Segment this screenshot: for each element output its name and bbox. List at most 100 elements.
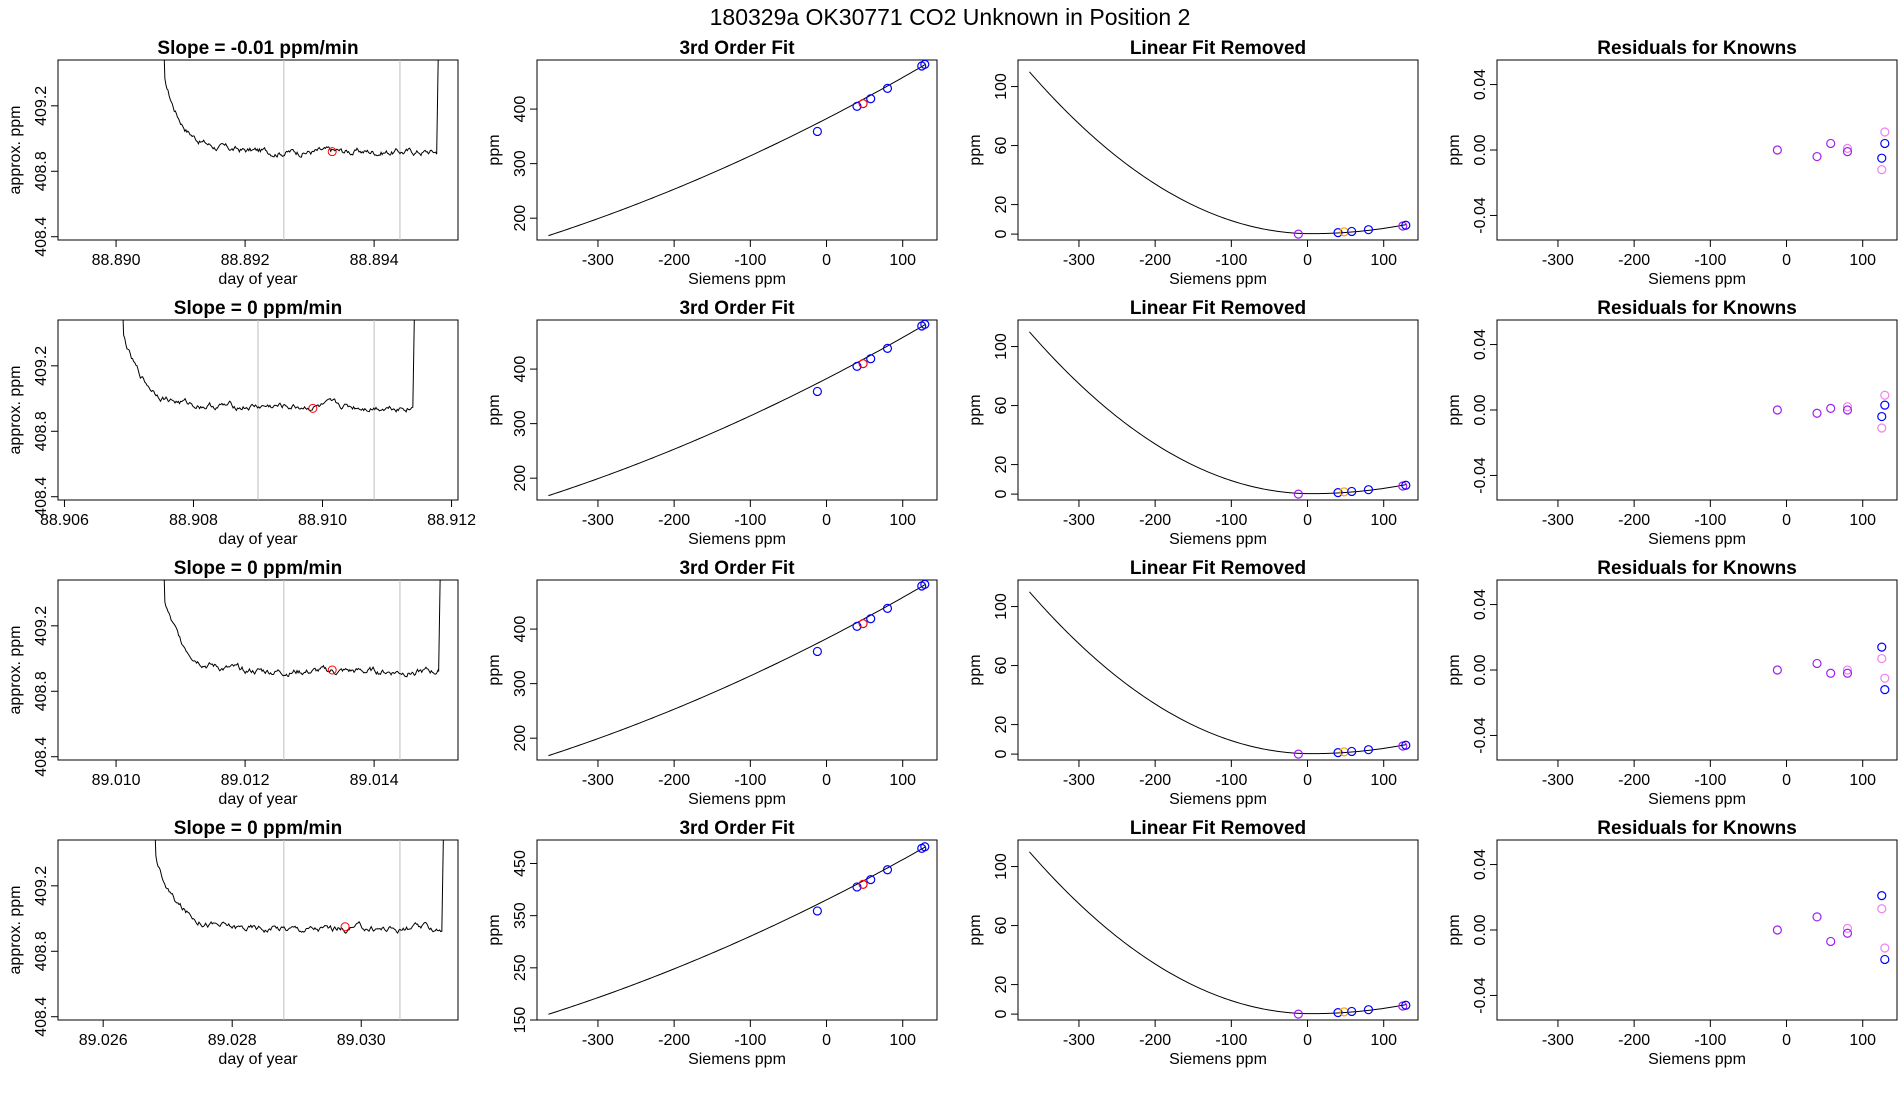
data-point (1877, 891, 1887, 901)
row1-trace-panel: Slope = -0.01 ppm/min 88.890 88.892 88.894 4… (7, 38, 459, 288)
panel-grid: Slope = -0.01 ppm/min 88.890 88.892 88.894 4… (7, 38, 1898, 1068)
x-tick-label: 100 (1849, 252, 1876, 269)
x-tick-label: -100 (734, 772, 766, 789)
row3-linear-removed-frame (1017, 579, 1419, 761)
row1-fit-ylabel: ppm (486, 134, 503, 165)
data-point (920, 59, 930, 69)
y-tick-label: 450 (512, 850, 529, 877)
data-point (852, 101, 862, 111)
x-tick-label: 0 (1303, 252, 1312, 269)
row4-residuals-xlabel: Siemens ppm (1648, 1051, 1746, 1068)
row2-fit-panel: 3rd Order Fit -300 -200 -100 0 100 200 300 400 Si… (486, 298, 938, 548)
y-tick-label: 409.2 (33, 346, 50, 386)
y-tick-label: 100 (993, 853, 1010, 880)
data-point (1812, 658, 1822, 669)
x-tick-label: -200 (1139, 1032, 1171, 1049)
x-tick-label: 0 (1303, 512, 1312, 529)
data-point (1812, 151, 1822, 162)
row3-fit-xlabel: Siemens ppm (688, 791, 786, 808)
data-point (882, 865, 893, 875)
data-point (1842, 928, 1853, 938)
y-tick-label: 300 (512, 150, 529, 177)
y-tick-label: 408.4 (33, 477, 50, 517)
data-point (1880, 390, 1890, 400)
x-tick-label: 100 (1849, 1032, 1876, 1049)
x-tick-label: -200 (1618, 1032, 1650, 1049)
x-tick-label: -300 (582, 512, 614, 529)
row1-trace-frame (57, 59, 459, 241)
data-point (1812, 408, 1822, 418)
data-point (1826, 403, 1836, 413)
row2-residuals-ylabel: ppm (1446, 394, 1463, 425)
y-tick-label: 0.04 (1472, 849, 1489, 880)
row3-fit-ylabel: ppm (486, 654, 503, 685)
data-point (852, 361, 862, 371)
x-tick-label: -200 (658, 252, 690, 269)
data-point (1880, 685, 1890, 695)
data-point (920, 842, 930, 852)
data-point (1772, 405, 1782, 415)
data-point (882, 343, 893, 353)
y-tick-label: 0.00 (1472, 914, 1489, 945)
row2-linear-removed-xlabel: Siemens ppm (1169, 531, 1267, 548)
x-tick-label: -200 (1618, 772, 1650, 789)
row2-fit-ylabel: ppm (486, 394, 503, 425)
y-tick-label: -0.04 (1472, 457, 1489, 494)
x-tick-label: 0 (822, 512, 831, 529)
x-tick-label: 100 (889, 512, 916, 529)
row4-trace-xlabel: day of year (218, 1051, 298, 1068)
row1-linear-removed-fit-line (1029, 71, 1407, 235)
y-tick-label: 100 (993, 333, 1010, 360)
data-point (866, 94, 876, 104)
row1-linear-removed-xlabel: Siemens ppm (1169, 271, 1267, 288)
row4-linear-removed-ylabel: ppm (967, 914, 984, 945)
y-tick-label: 0.04 (1472, 329, 1489, 360)
x-tick-label: 100 (1370, 1032, 1397, 1049)
row1-fit-xlabel: Siemens ppm (688, 271, 786, 288)
data-point (852, 621, 862, 631)
x-tick-label: 100 (1370, 772, 1397, 789)
data-point (1826, 668, 1836, 678)
row2-trace-panel: Slope = 0 ppm/min 88.906 88.908 88.910 88.91… (7, 298, 476, 548)
data-point (858, 99, 868, 109)
data-point (1877, 423, 1887, 433)
data-point (1842, 665, 1853, 675)
x-tick-label: 0 (1303, 1032, 1312, 1049)
data-point (1842, 668, 1853, 678)
y-tick-label: 409.2 (33, 86, 50, 126)
x-tick-label: -200 (1618, 512, 1650, 529)
x-tick-label: -300 (1542, 1032, 1574, 1049)
data-point (1401, 740, 1411, 750)
data-point (1333, 488, 1343, 498)
x-tick-label: 100 (889, 772, 916, 789)
x-tick-label: -300 (1542, 772, 1574, 789)
data-point (1293, 489, 1303, 499)
row3-trace-trace-line (163, 580, 441, 678)
y-tick-label: 0 (993, 1010, 1010, 1019)
x-tick-label: 88.908 (169, 512, 218, 529)
x-tick-label: 89.030 (337, 1032, 386, 1049)
x-tick-label: 100 (1849, 772, 1876, 789)
y-tick-label: 250 (512, 954, 529, 981)
x-tick-label: -200 (658, 512, 690, 529)
row4-fit-fit-line (548, 846, 926, 1015)
data-point (1293, 749, 1303, 759)
row1-residuals-panel: Residuals for Knowns -300 -200 -100 0 100 -0.0… (1446, 38, 1898, 288)
row3-trace-panel: Slope = 0 ppm/min 89.010 89.012 89.014 408.4… (7, 558, 459, 808)
x-tick-label: 89.014 (350, 772, 399, 789)
data-point (1363, 225, 1374, 235)
x-tick-label: 88.894 (350, 252, 399, 269)
y-tick-label: 0.00 (1472, 134, 1489, 165)
y-tick-label: 400 (512, 96, 529, 123)
sample-marker (340, 922, 350, 932)
data-point (858, 359, 868, 369)
y-tick-label: 150 (512, 1007, 529, 1034)
row1-residuals-ylabel: ppm (1446, 134, 1463, 165)
data-point (1293, 1009, 1303, 1019)
row1-fit-title: 3rd Order Fit (679, 38, 795, 59)
row1-residuals-title: Residuals for Knowns (1597, 38, 1797, 59)
data-point (1333, 748, 1343, 758)
row3-fit-panel: 3rd Order Fit -300 -200 -100 0 100 200 300 400 Si… (486, 558, 938, 808)
data-point (1842, 143, 1853, 153)
